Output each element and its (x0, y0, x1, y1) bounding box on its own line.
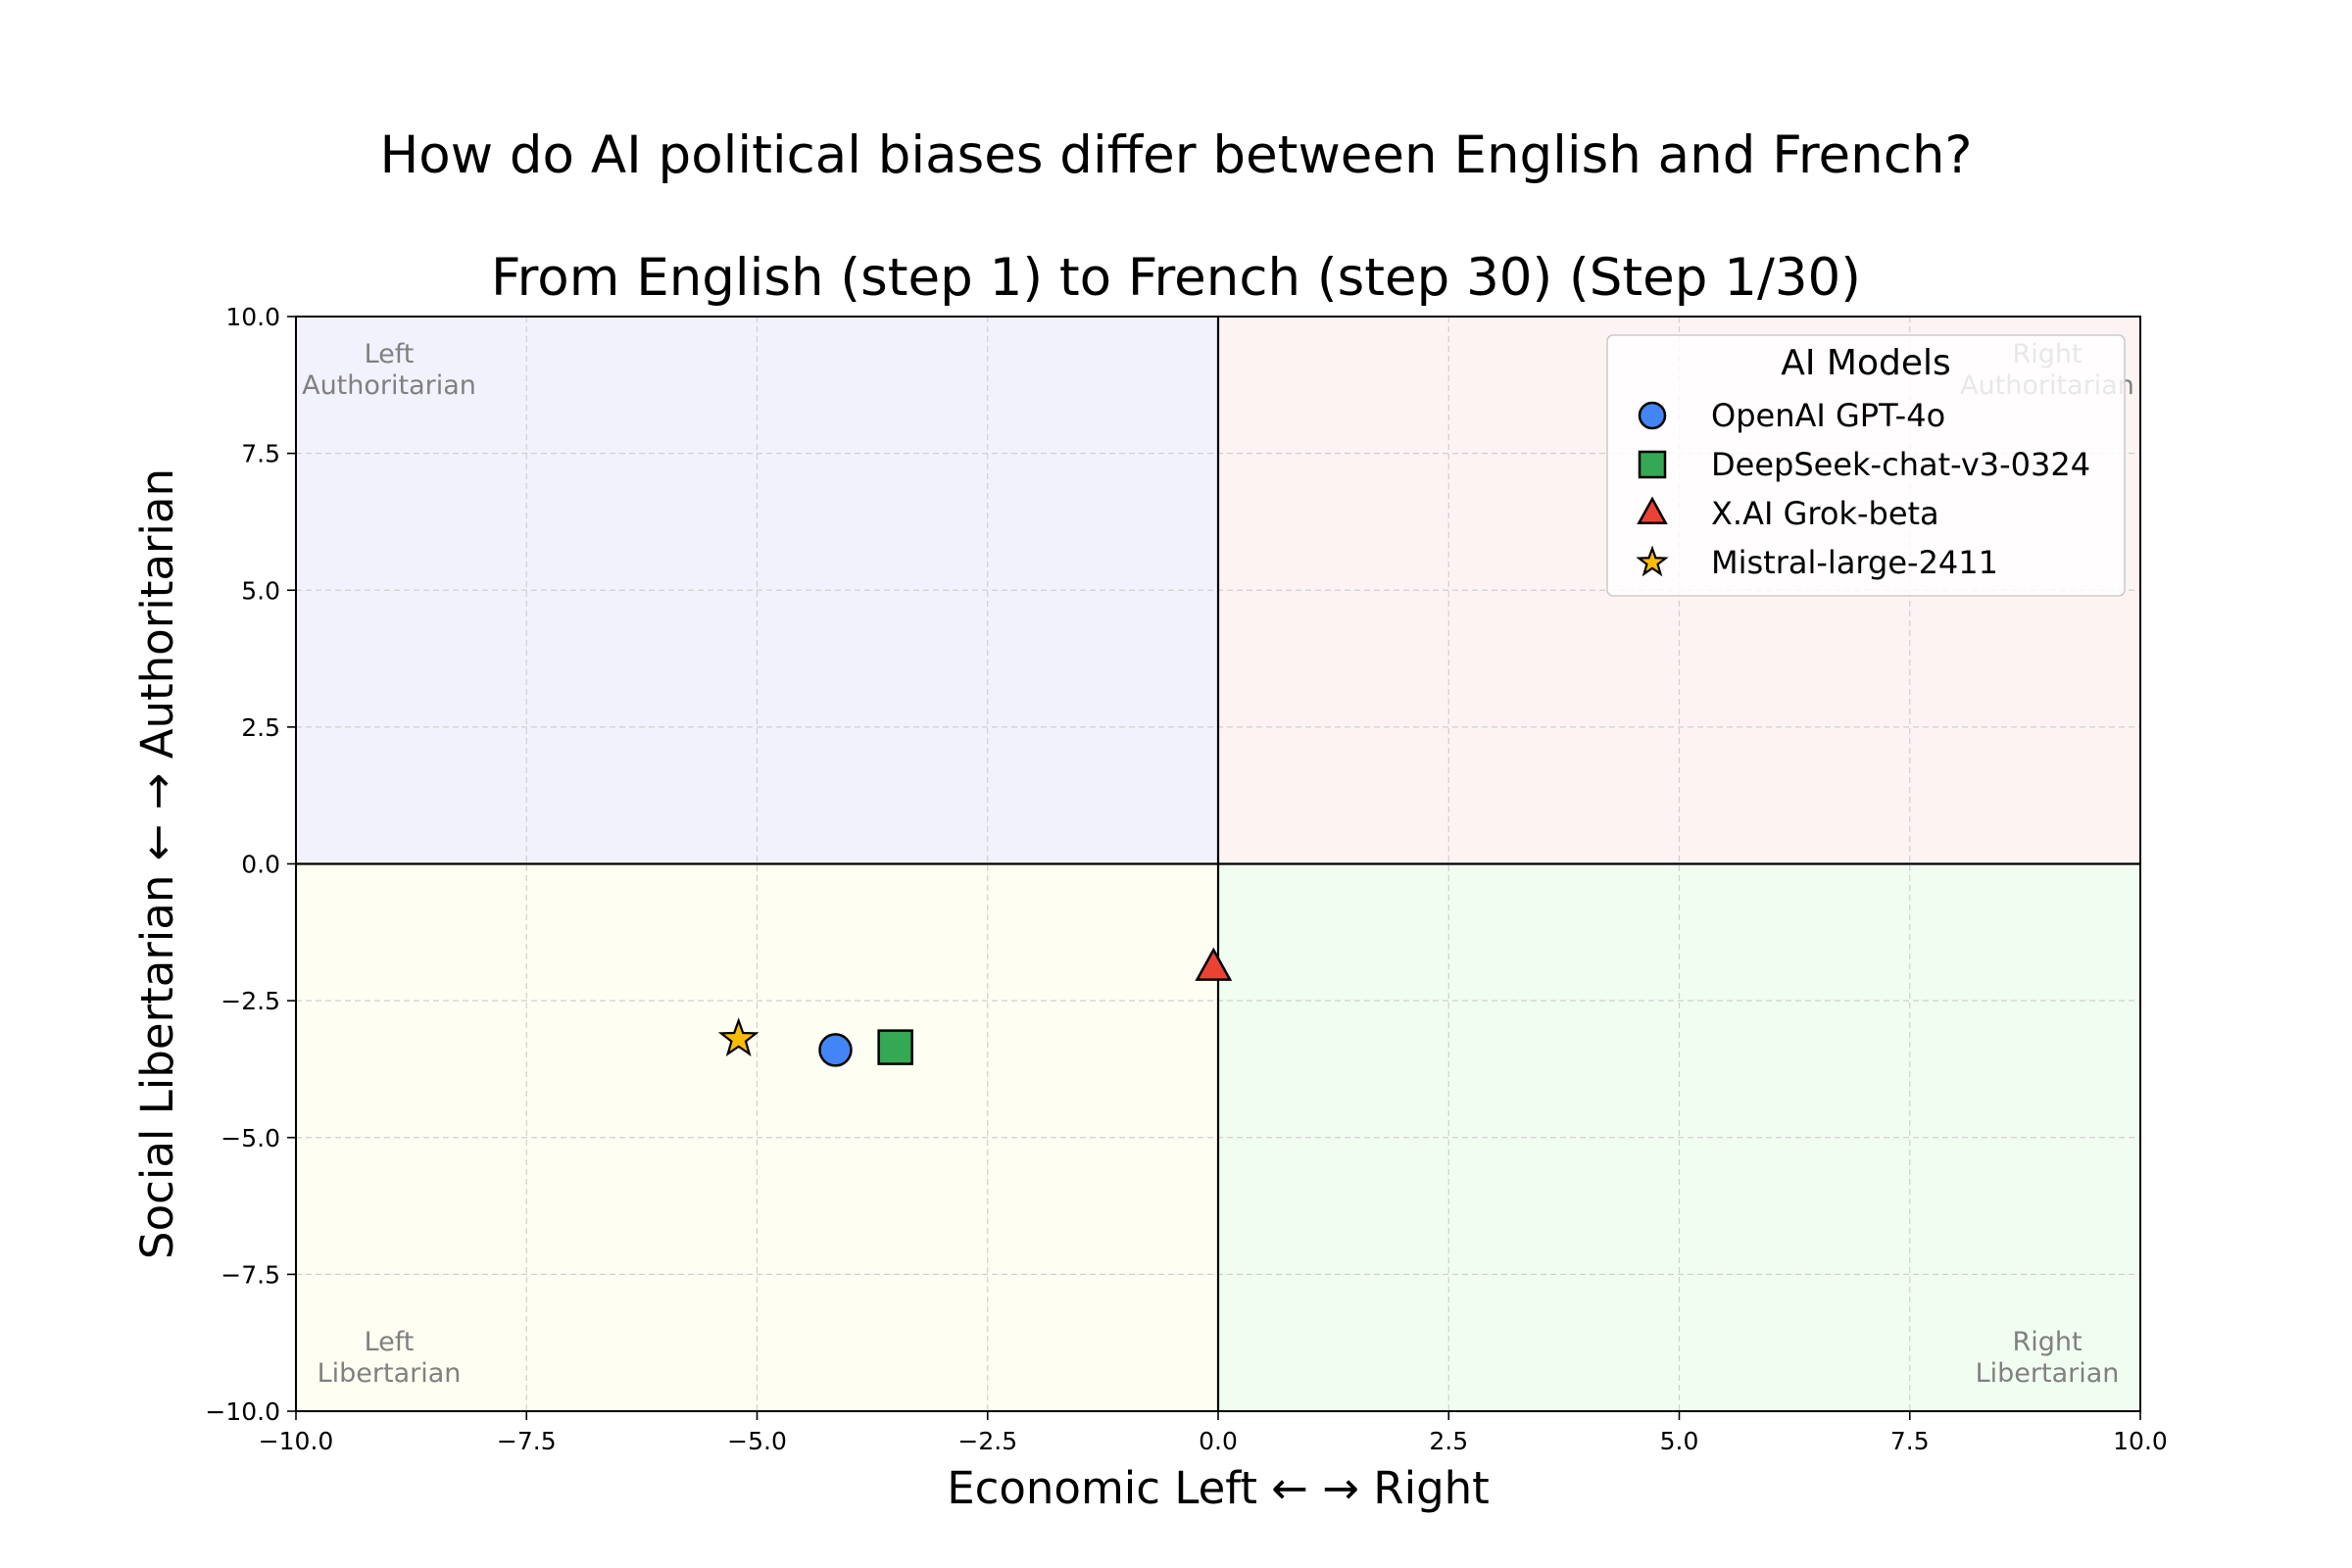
legend-entry: X.AI Grok-beta (1637, 495, 1939, 532)
data-point-square (877, 1029, 913, 1065)
center-axes (296, 317, 2140, 1411)
x-tick-label: −7.5 (497, 1427, 557, 1455)
y-tick-label: 0.0 (241, 851, 280, 879)
legend-title: AI Models (1781, 343, 1951, 383)
y-tick-label: −7.5 (220, 1260, 280, 1289)
legend-marker-triangle (1637, 496, 1668, 524)
x-tick-label: 2.5 (1429, 1427, 1468, 1455)
data-point-triangle (1195, 947, 1233, 981)
x-tick-label: 0.0 (1199, 1427, 1238, 1455)
quadrant-label-right-libertarian: Right Libertarian (1976, 1327, 2120, 1389)
y-tick-label: 5.0 (241, 576, 280, 605)
legend-box (1606, 334, 2126, 597)
data-points (717, 947, 1233, 1067)
x-tick-label: −5.0 (727, 1427, 787, 1455)
quadrant-label-left-authoritarian: Left Authoritarian (302, 339, 476, 401)
legend-marker-circle (1638, 401, 1667, 430)
chart-subtitle: From English (step 1) to French (step 30… (491, 248, 1861, 308)
quadrant-label-line: Left (365, 1327, 415, 1357)
chart-title: How do AI political biases differ betwee… (379, 125, 1973, 185)
y-tick-label: 10.0 (225, 303, 280, 331)
x-axis-label: Economic Left ← → Right (947, 1462, 1490, 1514)
x-tick-label: 7.5 (1890, 1427, 1930, 1455)
data-point-star (717, 1017, 760, 1056)
y-axis-label: Social Libertarian ← → Authoritarian (131, 468, 183, 1259)
quadrant-label-line: Libertarian (1976, 1358, 2120, 1389)
legend-marker-square (1638, 450, 1667, 479)
legend-entries: OpenAI GPT-4o DeepSeek-chat-v3-0324 X.AI G… (1636, 397, 2090, 581)
y-tick-label: 7.5 (241, 440, 280, 468)
legend-label: DeepSeek-chat-v3-0324 (1711, 446, 2090, 483)
quadrant-label-line: Libertarian (318, 1358, 462, 1389)
y-tick-label: −2.5 (220, 987, 280, 1015)
data-point-circle (818, 1033, 853, 1067)
y-tick-label: −10.0 (205, 1397, 280, 1426)
legend-label: X.AI Grok-beta (1711, 495, 1939, 532)
quadrant-label-line: Right (2012, 1327, 2082, 1357)
x-tick-label: 5.0 (1660, 1427, 1699, 1455)
legend-entry: OpenAI GPT-4o (1638, 397, 1945, 434)
legend: AI Models OpenAI GPT-4o DeepSeek-chat-v3-… (1606, 334, 2126, 597)
x-tick-label: −2.5 (957, 1427, 1017, 1455)
legend-label: Mistral-large-2411 (1711, 544, 1998, 581)
legend-label: OpenAI GPT-4o (1711, 397, 1945, 434)
y-tick-label: 2.5 (241, 713, 280, 742)
y-axis-ticks: −10.0 −7.5 −5.0 −2.5 0.0 2.5 5.0 7.5 10.0 (205, 303, 296, 1426)
legend-entry: Mistral-large-2411 (1636, 544, 1998, 581)
legend-entry: DeepSeek-chat-v3-0324 (1638, 446, 2090, 483)
x-axis-ticks: −10.0 −7.5 −5.0 −2.5 0.0 2.5 5.0 7.5 10.0 (259, 1411, 2168, 1455)
legend-marker-star (1636, 545, 1669, 577)
y-tick-label: −5.0 (220, 1124, 280, 1152)
quadrant-label-left-libertarian: Left Libertarian (318, 1327, 462, 1389)
x-tick-label: −10.0 (259, 1427, 334, 1455)
quadrant-label-line: Left (365, 339, 415, 369)
x-tick-label: 10.0 (2113, 1427, 2168, 1455)
quadrant-label-line: Authoritarian (302, 370, 476, 401)
